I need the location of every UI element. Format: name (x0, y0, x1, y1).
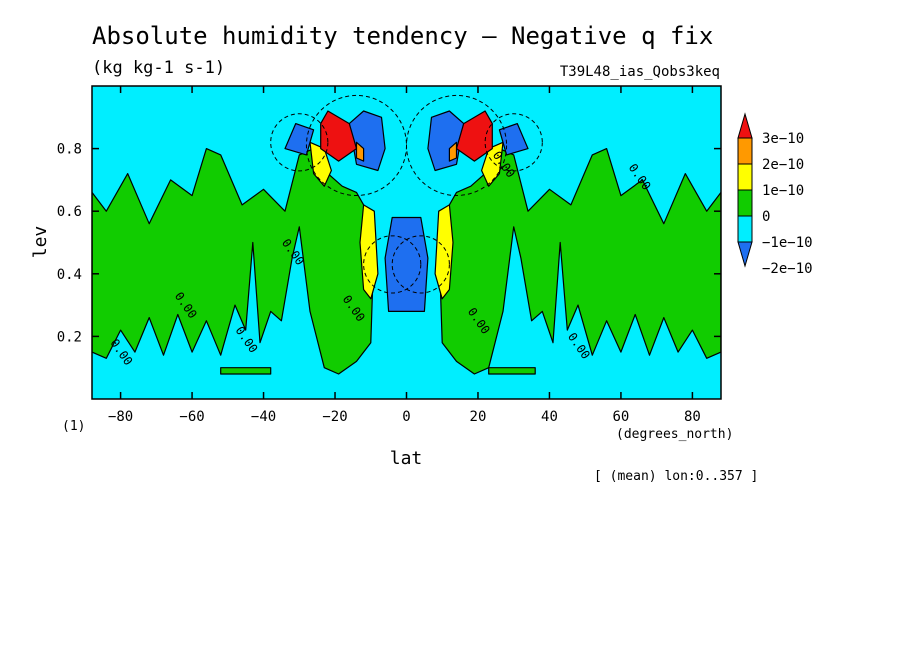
chart-units: (kg kg-1 s-1) (92, 58, 226, 78)
y-tick-label: 0.2 (57, 329, 82, 345)
x-tick-label: −40 (251, 409, 276, 425)
contour-regions: 0.000.000.000.000.00 0.000.000.000.00 (92, 94, 721, 375)
y-tick-label: 0.8 (57, 142, 82, 158)
y-axis: 0.2 0.4 0.6 0.8 (57, 142, 721, 345)
x-tick-label: 80 (684, 409, 701, 425)
negative-isoline (484, 113, 543, 172)
region-high-north (448, 141, 458, 162)
run-id: T39L48_ias_Qobs3keq (559, 64, 720, 80)
colorbar-extend-top (737, 112, 753, 139)
negative-isoline (391, 235, 450, 294)
x-tick-label: 60 (613, 409, 630, 425)
negative-isoline (363, 235, 422, 294)
colorbar-swatch (737, 137, 753, 165)
region-positive-south (92, 148, 375, 375)
region-moderate-south-lower (309, 141, 332, 187)
region-moderate-north-upper (434, 204, 454, 300)
colorbar-label: 3e−10 (762, 131, 804, 147)
colorbar-label: −1e−10 (762, 235, 813, 251)
colorbar-label: 1e−10 (762, 183, 804, 199)
colorbar-label: −2e−10 (762, 261, 813, 277)
x-tick-label: 20 (470, 409, 487, 425)
x-axis-unit: (degrees_north) (616, 427, 733, 442)
x-axis-label: lat (390, 448, 423, 469)
x-axis: −80 −60 −40 −20 0 20 40 60 80 (108, 86, 701, 425)
y-tick-label: 0.4 (57, 267, 82, 283)
region-positive-north (438, 148, 721, 375)
x-tick-label: 40 (541, 409, 558, 425)
y-axis-unit: (1) (62, 419, 85, 434)
colorbar-label: 2e−10 (762, 157, 804, 173)
negative-isoline (406, 94, 508, 197)
y-axis-label: lev (30, 226, 51, 259)
colorbar-swatch (737, 189, 753, 217)
x-tick-label: −20 (322, 409, 347, 425)
colorbar-swatch (737, 215, 753, 243)
region-positive-top-north (488, 367, 536, 375)
colorbar-swatch (737, 163, 753, 191)
region-moderate-south-upper (359, 204, 379, 300)
averaging-note: [ (mean) lon:0..357 ] (594, 469, 759, 484)
x-tick-label: 0 (402, 409, 410, 425)
region-high-south (355, 141, 365, 162)
x-tick-label: −80 (108, 409, 133, 425)
region-peak-south (320, 110, 358, 162)
colorbar-legend: 3e−10 2e−10 1e−10 0 −1e−10 −2e−10 (737, 112, 813, 277)
colorbar-label: 0 (762, 209, 770, 225)
region-positive-top-south (220, 367, 272, 375)
y-tick-label: 0.6 (57, 204, 82, 220)
negative-isoline (270, 113, 329, 172)
region-negative-equator (384, 216, 429, 312)
chart-title: Absolute humidity tendency — Negative q … (92, 22, 714, 50)
colorbar-extend-bottom (737, 241, 753, 268)
x-tick-label: −60 (179, 409, 204, 425)
